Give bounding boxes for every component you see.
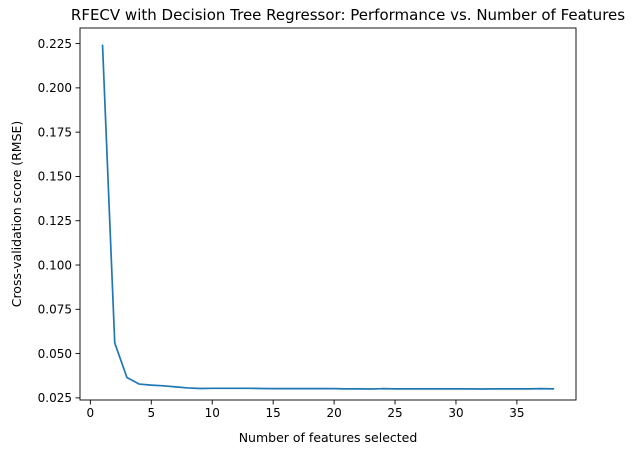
y-tick-label: 0.050 (38, 347, 72, 361)
chart-title: RFECV with Decision Tree Regressor: Perf… (71, 6, 625, 24)
y-tick-label: 0.200 (38, 81, 72, 95)
y-axis-label: Cross-validation score (RMSE) (9, 121, 24, 308)
y-tick-label: 0.125 (38, 214, 72, 228)
x-axis: 0 5 10 15 20 25 30 35 (87, 400, 525, 420)
x-tick-label: 35 (509, 406, 524, 420)
x-axis-label: Number of features selected (239, 430, 418, 445)
x-tick-label: 30 (448, 406, 463, 420)
y-tick-label: 0.150 (38, 170, 72, 184)
x-tick-label: 10 (205, 406, 220, 420)
y-tick-label: 0.075 (38, 303, 72, 317)
y-tick-label: 0.175 (38, 125, 72, 139)
y-axis: 0.025 0.050 0.075 0.100 0.125 0.150 0.175 0.200… (38, 37, 80, 405)
x-tick-label: 5 (147, 406, 155, 420)
x-tick-label: 15 (266, 406, 281, 420)
y-tick-label: 0.025 (38, 391, 72, 405)
series-group (103, 45, 554, 389)
x-tick-label: 20 (326, 406, 341, 420)
plot-area-frame (80, 28, 576, 400)
y-tick-label: 0.225 (38, 37, 72, 51)
y-tick-label: 0.100 (38, 258, 72, 272)
rmse-series-line (103, 45, 554, 389)
x-tick-label: 25 (387, 406, 402, 420)
x-tick-label: 0 (87, 406, 95, 420)
